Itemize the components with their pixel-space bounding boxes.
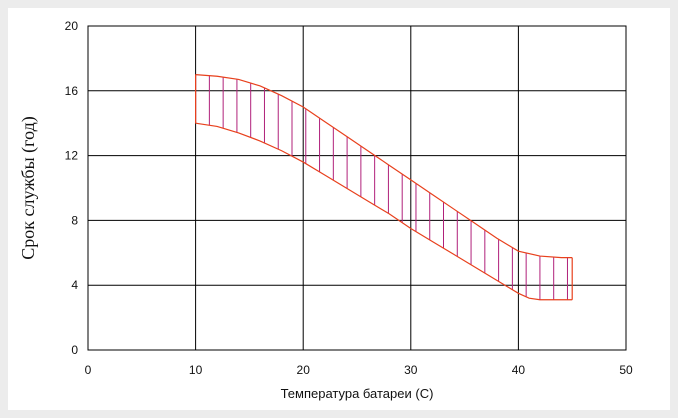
- y-tick-label: 8: [71, 213, 78, 227]
- y-tick-label: 16: [65, 84, 79, 98]
- band-upper-line: [195, 74, 573, 259]
- x-axis-ticks: 0 10 20 30 40 50: [85, 363, 633, 377]
- x-tick-label: 50: [619, 363, 633, 377]
- plot-border: [87, 25, 627, 351]
- y-tick-label: 4: [71, 278, 78, 292]
- y-tick-label: 20: [65, 19, 79, 33]
- plot-area: [87, 25, 627, 351]
- lifetime-band: [195, 74, 573, 301]
- y-tick-label: 0: [71, 343, 78, 357]
- x-axis-label: Температура батареи (С): [281, 386, 434, 401]
- x-tick-label: 40: [512, 363, 526, 377]
- x-tick-label: 10: [189, 363, 203, 377]
- x-tick-label: 0: [85, 363, 92, 377]
- band-lower-line: [195, 122, 573, 301]
- y-axis-ticks: 0 4 8 12 16 20: [65, 19, 79, 357]
- plot-background: [88, 26, 626, 350]
- x-tick-label: 30: [404, 363, 418, 377]
- y-tick-label: 12: [65, 149, 79, 163]
- y-axis-label: Срок службы (год): [18, 116, 39, 260]
- x-tick-label: 20: [297, 363, 311, 377]
